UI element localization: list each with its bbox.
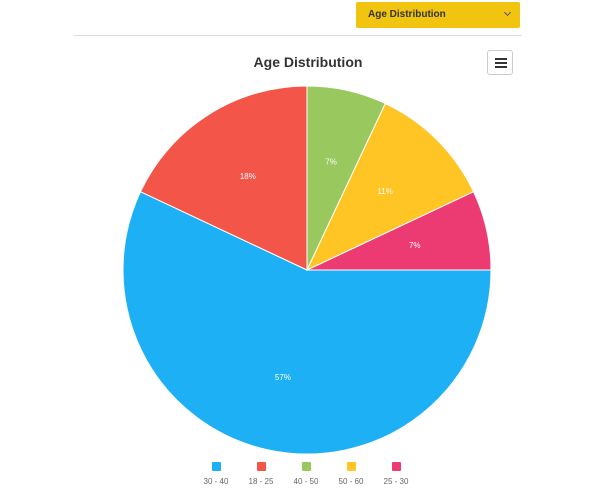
legend-swatch bbox=[391, 462, 401, 471]
legend-item[interactable]: 50 - 60 bbox=[327, 462, 375, 486]
legend-label: 40 - 50 bbox=[293, 477, 319, 486]
legend-swatch bbox=[211, 462, 221, 471]
legend-item[interactable]: 30 - 40 bbox=[192, 462, 240, 486]
pie-slice-30-40[interactable] bbox=[122, 190, 492, 455]
pie-slice-18-25[interactable] bbox=[139, 85, 308, 271]
legend-swatch bbox=[346, 462, 356, 471]
legend-swatch bbox=[301, 462, 311, 471]
chart-title: Age Distribution bbox=[253, 54, 363, 70]
hamburger-menu-icon bbox=[495, 58, 507, 60]
legend-label: 30 - 40 bbox=[203, 477, 229, 486]
legend-label: 18 - 25 bbox=[248, 477, 274, 486]
dropdown-label: Age Distribution bbox=[368, 9, 446, 20]
legend-item[interactable]: 25 - 30 bbox=[372, 462, 420, 486]
slice-data-label: 7% bbox=[409, 241, 421, 250]
chart-legend: 30 - 40 18 - 25 40 - 50 50 - 60 25 - 30 bbox=[195, 462, 435, 488]
hamburger-menu-icon bbox=[495, 62, 507, 64]
legend-item[interactable]: 18 - 25 bbox=[237, 462, 285, 486]
slice-data-label: 7% bbox=[325, 157, 337, 166]
chart-select-dropdown[interactable]: Age Distribution bbox=[356, 2, 520, 28]
legend-label: 25 - 30 bbox=[383, 477, 409, 486]
slice-data-label: 57% bbox=[275, 373, 291, 382]
legend-item[interactable]: 40 - 50 bbox=[282, 462, 330, 486]
legend-label: 50 - 60 bbox=[338, 477, 364, 486]
legend-swatch bbox=[256, 462, 266, 471]
slice-data-label: 18% bbox=[240, 172, 256, 181]
slice-data-label: 11% bbox=[377, 187, 392, 196]
divider bbox=[74, 35, 522, 36]
pie-slice-50-60[interactable] bbox=[305, 102, 475, 272]
hamburger-menu-icon bbox=[495, 66, 507, 68]
chart-menu-button[interactable] bbox=[487, 50, 513, 75]
